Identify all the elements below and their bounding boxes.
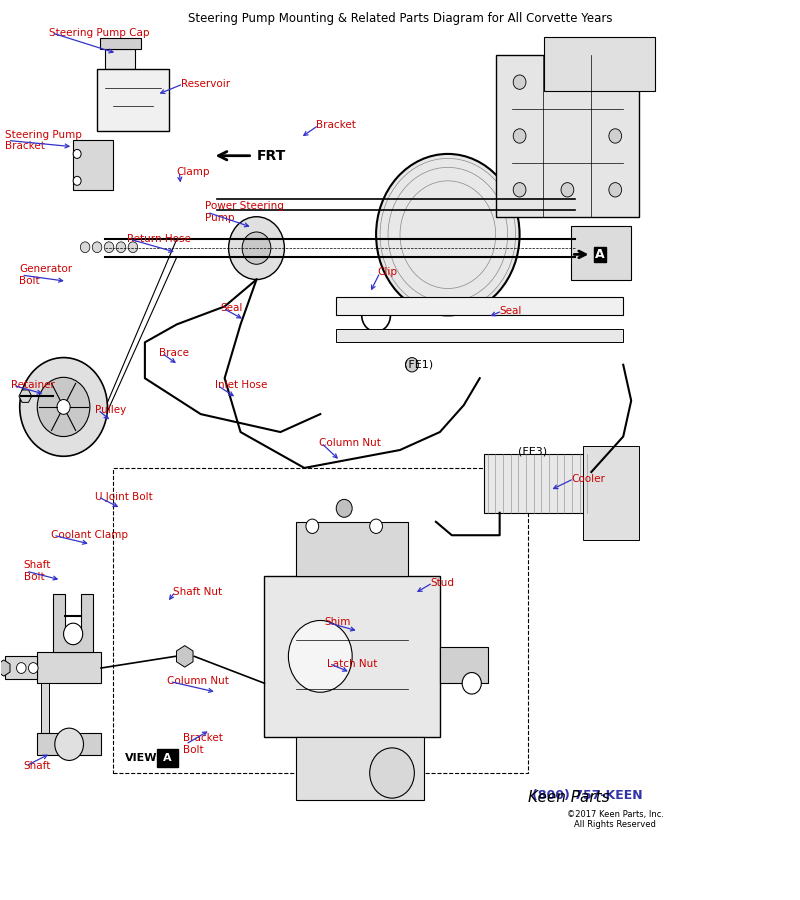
Text: A: A (163, 752, 171, 762)
Text: (FE1): (FE1) (404, 360, 433, 370)
Polygon shape (42, 683, 50, 737)
Circle shape (514, 129, 526, 143)
Text: ©2017 Keen Parts, Inc.
All Rights Reserved: ©2017 Keen Parts, Inc. All Rights Reserv… (566, 810, 664, 830)
Text: Column Nut: Column Nut (167, 677, 229, 687)
Text: Shim: Shim (324, 617, 350, 627)
Circle shape (80, 242, 90, 253)
Polygon shape (177, 645, 193, 667)
Text: Inlet Hose: Inlet Hose (215, 381, 267, 391)
Text: A: A (595, 248, 605, 261)
Text: U Joint Bolt: U Joint Bolt (95, 491, 154, 501)
Text: Steering Pump Cap: Steering Pump Cap (50, 28, 150, 38)
Circle shape (57, 400, 70, 414)
Polygon shape (38, 733, 101, 755)
Text: FRT: FRT (257, 148, 286, 163)
Circle shape (462, 672, 482, 694)
Text: Shaft: Shaft (24, 760, 51, 770)
Text: Retainer: Retainer (11, 381, 55, 391)
Polygon shape (265, 576, 440, 737)
Circle shape (29, 662, 38, 673)
Circle shape (55, 728, 83, 760)
Circle shape (229, 217, 285, 280)
Text: Clip: Clip (378, 267, 398, 277)
Text: Latch Nut: Latch Nut (326, 659, 377, 669)
Text: Clamp: Clamp (177, 166, 210, 177)
Text: Reservoir: Reservoir (181, 79, 230, 89)
Polygon shape (100, 38, 141, 49)
Polygon shape (571, 226, 631, 280)
Circle shape (370, 519, 382, 534)
Polygon shape (19, 390, 32, 402)
Circle shape (288, 620, 352, 692)
Polygon shape (97, 68, 169, 131)
Circle shape (370, 748, 414, 798)
Circle shape (609, 183, 622, 197)
Circle shape (116, 242, 126, 253)
Text: Coolant Clamp: Coolant Clamp (51, 530, 128, 540)
Text: Column Nut: Column Nut (318, 437, 381, 448)
Polygon shape (583, 446, 639, 540)
Circle shape (514, 75, 526, 89)
Circle shape (306, 519, 318, 534)
Circle shape (63, 623, 82, 644)
Polygon shape (0, 660, 10, 676)
Circle shape (242, 232, 271, 265)
Polygon shape (336, 298, 623, 315)
Circle shape (17, 662, 26, 673)
Text: Shaft Nut: Shaft Nut (173, 587, 222, 597)
Circle shape (514, 183, 526, 197)
Polygon shape (54, 594, 93, 652)
Text: Keen Parts: Keen Parts (527, 789, 609, 805)
Circle shape (336, 500, 352, 518)
Text: Seal: Seal (221, 303, 243, 313)
Text: Return Hose: Return Hose (127, 234, 191, 244)
Circle shape (609, 75, 622, 89)
Text: Seal: Seal (500, 306, 522, 316)
Circle shape (561, 75, 574, 89)
Polygon shape (440, 647, 488, 683)
Circle shape (38, 377, 90, 436)
Polygon shape (73, 140, 113, 190)
Text: Power Steering
Pump: Power Steering Pump (205, 202, 283, 223)
Text: Cooler: Cooler (571, 473, 606, 483)
Circle shape (73, 149, 81, 158)
Polygon shape (6, 656, 38, 679)
Text: Brace: Brace (159, 348, 190, 358)
Text: Steering Pump Mounting & Related Parts Diagram for All Corvette Years: Steering Pump Mounting & Related Parts D… (188, 13, 612, 25)
Text: Shaft
Bolt: Shaft Bolt (24, 561, 51, 582)
Text: (FE3): (FE3) (518, 446, 547, 457)
Polygon shape (543, 37, 655, 91)
Polygon shape (484, 454, 591, 513)
Circle shape (561, 183, 574, 197)
Polygon shape (496, 55, 639, 217)
Text: Pulley: Pulley (95, 405, 126, 415)
Circle shape (92, 242, 102, 253)
Circle shape (20, 357, 107, 456)
Bar (113, 468, 527, 773)
Polygon shape (336, 328, 623, 342)
Circle shape (609, 129, 622, 143)
Circle shape (73, 176, 81, 185)
FancyBboxPatch shape (157, 749, 178, 767)
Circle shape (128, 242, 138, 253)
Text: (800) 757-KEEN: (800) 757-KEEN (532, 789, 642, 802)
Text: Generator
Bolt: Generator Bolt (19, 265, 72, 286)
Text: A: A (595, 248, 605, 261)
Polygon shape (296, 522, 408, 576)
Circle shape (376, 154, 519, 315)
Text: Stud: Stud (430, 578, 454, 588)
Polygon shape (296, 737, 424, 800)
Text: Steering Pump
Bracket: Steering Pump Bracket (6, 130, 82, 151)
Text: Bracket
Bolt: Bracket Bolt (183, 734, 223, 755)
Text: VIEW: VIEW (125, 752, 158, 762)
Text: Bracket: Bracket (316, 121, 356, 130)
Polygon shape (105, 49, 135, 68)
Circle shape (104, 242, 114, 253)
Polygon shape (38, 652, 101, 683)
Circle shape (406, 357, 418, 372)
